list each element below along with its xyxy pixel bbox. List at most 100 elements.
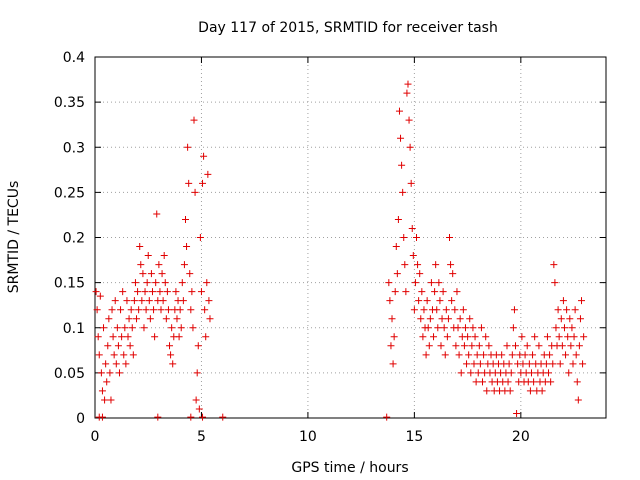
data-point bbox=[187, 413, 195, 421]
data-point bbox=[383, 413, 391, 421]
data-point bbox=[546, 351, 554, 359]
y-tick-label: 0.15 bbox=[54, 276, 85, 292]
data-point bbox=[459, 306, 467, 314]
data-point bbox=[399, 188, 407, 196]
data-point bbox=[441, 351, 449, 359]
x-tick-label: 10 bbox=[299, 429, 317, 445]
data-point bbox=[567, 342, 575, 350]
data-point bbox=[529, 351, 537, 359]
data-point bbox=[467, 369, 475, 377]
data-point bbox=[401, 261, 409, 269]
data-point bbox=[173, 315, 181, 323]
data-point bbox=[134, 288, 142, 296]
data-point bbox=[151, 333, 159, 341]
data-point bbox=[390, 333, 398, 341]
data-point bbox=[415, 297, 423, 305]
data-point bbox=[162, 315, 170, 323]
data-point bbox=[542, 360, 550, 368]
y-tick-label: 0.1 bbox=[63, 321, 85, 337]
data-point bbox=[108, 306, 116, 314]
data-point bbox=[551, 279, 559, 287]
data-point bbox=[180, 261, 188, 269]
data-point bbox=[521, 351, 529, 359]
data-point bbox=[388, 315, 396, 323]
data-point bbox=[447, 261, 455, 269]
data-point bbox=[461, 324, 469, 332]
x-tick-label: 20 bbox=[512, 429, 530, 445]
data-point bbox=[566, 315, 574, 323]
data-point bbox=[98, 413, 106, 421]
data-point bbox=[125, 315, 133, 323]
data-point bbox=[394, 215, 402, 223]
data-point bbox=[110, 351, 118, 359]
data-point bbox=[98, 387, 106, 395]
data-point bbox=[498, 351, 506, 359]
data-point bbox=[559, 297, 567, 305]
data-point bbox=[112, 360, 120, 368]
data-point bbox=[189, 324, 197, 332]
data-point bbox=[159, 297, 167, 305]
y-tick-label: 0.2 bbox=[63, 231, 85, 247]
data-point bbox=[387, 342, 395, 350]
data-point bbox=[102, 360, 110, 368]
data-point bbox=[143, 279, 151, 287]
data-point bbox=[440, 324, 448, 332]
data-point bbox=[485, 342, 493, 350]
data-point bbox=[179, 297, 187, 305]
data-point bbox=[385, 279, 393, 287]
data-point bbox=[549, 360, 557, 368]
data-point bbox=[427, 279, 435, 287]
data-point bbox=[426, 315, 434, 323]
data-point bbox=[142, 306, 150, 314]
data-point bbox=[199, 413, 207, 421]
data-point bbox=[550, 261, 558, 269]
data-point bbox=[156, 288, 164, 296]
data-point bbox=[196, 234, 204, 241]
data-point bbox=[464, 333, 472, 341]
data-point bbox=[119, 288, 127, 296]
data-point bbox=[118, 333, 126, 341]
data-point bbox=[160, 252, 168, 260]
x-axis-label: GPS time / hours bbox=[291, 460, 408, 476]
data-point bbox=[96, 292, 104, 300]
data-point bbox=[410, 306, 418, 314]
data-point bbox=[163, 288, 171, 296]
data-point bbox=[419, 333, 427, 341]
data-point bbox=[470, 360, 478, 368]
data-point bbox=[466, 315, 474, 323]
data-point bbox=[477, 324, 485, 332]
data-point bbox=[188, 288, 196, 296]
data-point bbox=[146, 315, 154, 323]
data-point bbox=[580, 333, 588, 341]
data-point bbox=[95, 351, 103, 359]
data-point bbox=[197, 288, 205, 296]
data-point bbox=[107, 396, 115, 404]
data-point bbox=[526, 387, 534, 395]
data-point bbox=[547, 378, 555, 386]
data-point bbox=[115, 369, 123, 377]
data-point bbox=[420, 306, 428, 314]
data-point bbox=[201, 306, 209, 314]
data-point bbox=[579, 360, 587, 368]
data-point bbox=[479, 378, 487, 386]
data-point bbox=[438, 315, 446, 323]
data-point bbox=[432, 261, 440, 269]
data-point bbox=[136, 243, 144, 251]
data-point bbox=[423, 297, 431, 305]
data-point bbox=[139, 270, 147, 278]
data-point bbox=[439, 288, 447, 296]
data-point bbox=[111, 297, 119, 305]
data-point bbox=[405, 116, 413, 124]
x-tick-label: 15 bbox=[405, 429, 423, 445]
data-point bbox=[103, 378, 111, 386]
data-point bbox=[443, 333, 451, 341]
data-point bbox=[508, 351, 516, 359]
data-point bbox=[93, 306, 101, 314]
data-point bbox=[109, 333, 117, 341]
y-tick-label: 0.25 bbox=[54, 185, 85, 201]
data-point bbox=[397, 134, 405, 142]
data-point bbox=[392, 243, 400, 251]
data-point bbox=[190, 116, 198, 124]
data-point bbox=[219, 413, 227, 421]
axis-ticks: 0 0.05 0.1 0.15 0.2 0.25 0.3 0.35 0.4 0 5 10 15 20 bbox=[54, 50, 606, 445]
